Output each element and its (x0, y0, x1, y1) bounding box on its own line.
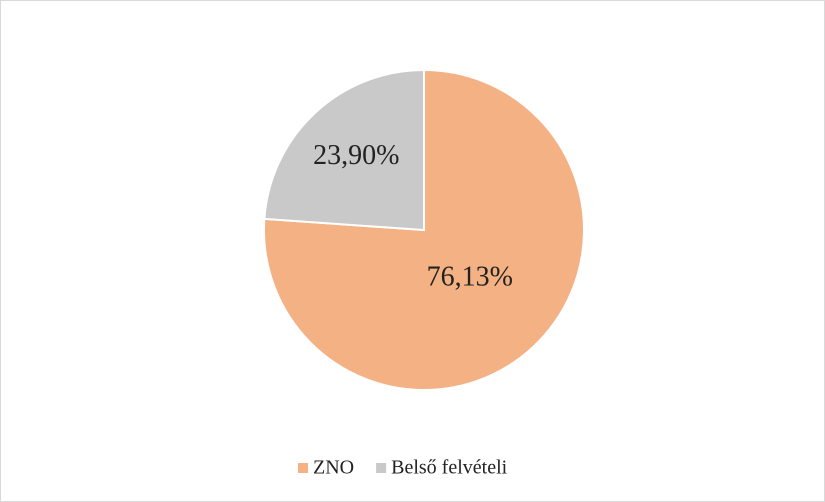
pie-slice (263, 68, 425, 232)
legend-swatch (376, 463, 387, 473)
legend-swatch (298, 463, 308, 473)
legend-label: ZNO (313, 457, 354, 479)
data-label: 23,90% (313, 140, 399, 171)
data-label: 76,13% (427, 262, 513, 293)
legend-label: Belső felvételi (391, 457, 508, 479)
